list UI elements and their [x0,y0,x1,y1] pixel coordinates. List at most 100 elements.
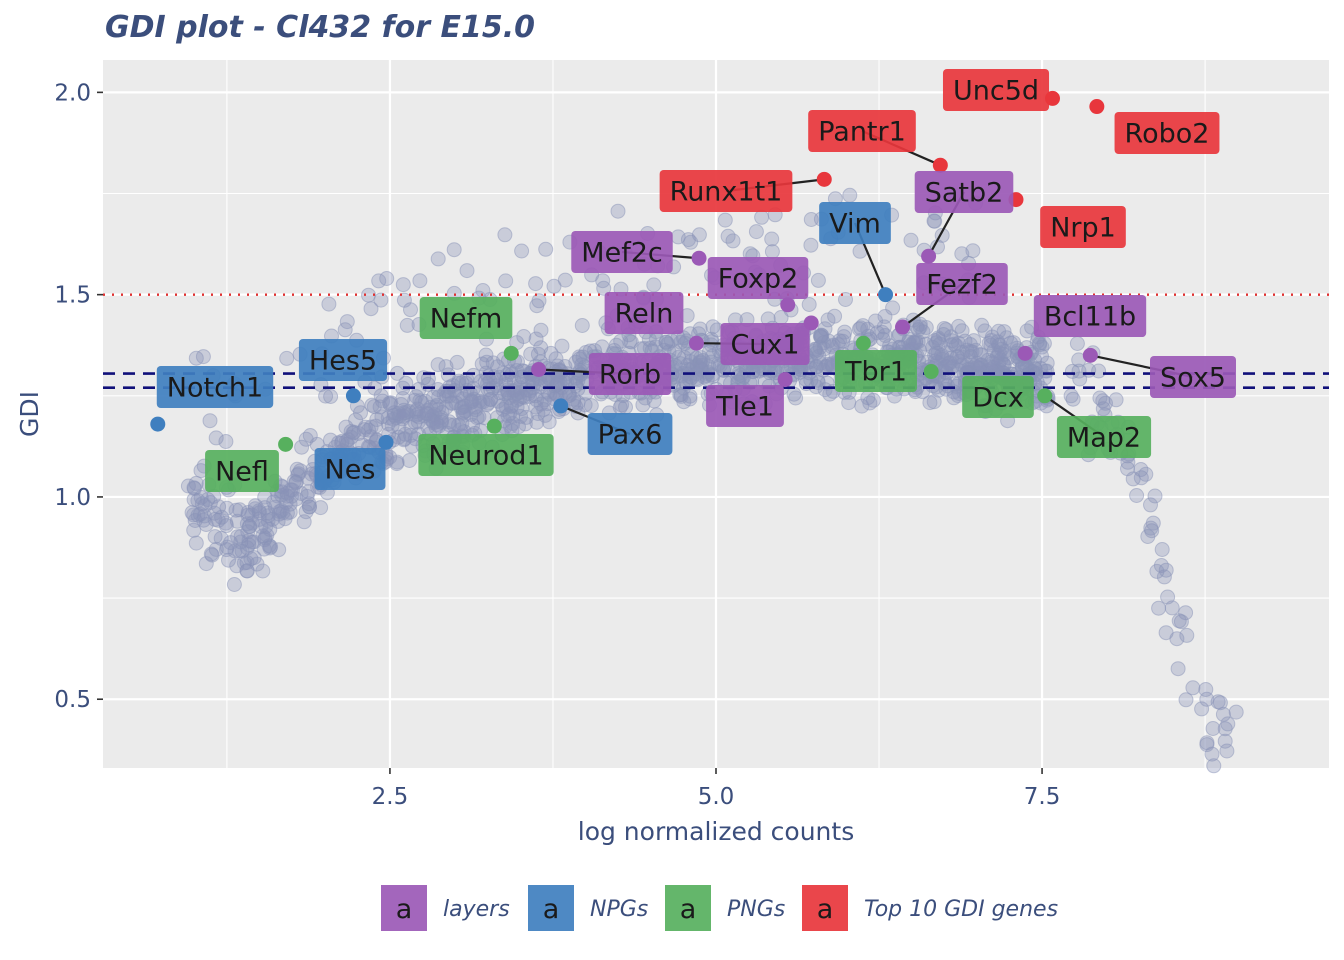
background-point [991,323,1007,339]
background-point [1138,466,1154,482]
gene-label: Bcl11b [1033,295,1147,337]
background-point [1069,336,1085,351]
background-point [363,301,379,317]
background-point [1160,589,1176,605]
background-point [1205,721,1221,736]
gene-point [780,297,796,313]
gene-label: Robo2 [1114,112,1220,154]
background-point [541,414,557,430]
legend-item: a NPGs [528,885,648,931]
background-point [366,399,382,415]
gene-point [278,436,294,452]
gene-label-text: Runx1t1 [670,177,783,208]
background-point [229,513,245,529]
background-point [997,343,1013,359]
background-point [969,355,985,371]
background-point [538,241,554,257]
legend-label: Top 10 GDI genes [864,897,1058,922]
gene-label-box [1114,112,1220,154]
background-point [379,271,395,286]
background-point [862,395,878,411]
background-point [646,277,662,293]
background-point [208,541,224,557]
background-point [528,331,544,347]
gene-point [1037,388,1053,404]
background-point [296,514,312,530]
background-point [962,337,978,352]
background-point [514,243,530,259]
gene-point [345,388,361,404]
background-point [1228,704,1244,720]
background-point [1171,613,1187,629]
gene-label-box [706,385,784,427]
background-point [803,237,819,253]
background-point [596,280,612,296]
background-point [289,461,305,477]
background-point [838,292,853,307]
background-point [318,388,334,404]
gene-label-box [1033,295,1147,337]
gene-label-box [314,448,386,490]
background-point [1169,631,1185,647]
background-point [691,227,707,243]
gene-label: Rorb [588,353,672,395]
background-point [399,317,415,333]
background-point [459,263,475,279]
legend-key [802,885,848,931]
gene-label-box [707,257,809,299]
background-point [1071,363,1087,379]
gene-label-box [1056,416,1152,458]
background-point [227,543,243,559]
gene-label-box [418,434,554,476]
background-point [228,502,244,518]
gene-label-box [720,323,810,365]
gene-label-text: Bcl11b [1044,302,1136,333]
gene-point [921,248,937,264]
gene-label: Foxp2 [707,257,809,299]
gene-label-box [914,171,1014,213]
gene-label-box [808,110,916,152]
background-point [1145,515,1161,531]
gene-label-box [587,413,673,455]
gene-point [855,335,871,351]
background-point [1217,733,1233,749]
gene-label: Neurod1 [418,434,554,476]
gene-point [923,364,939,380]
background-point [395,277,411,293]
background-point [188,350,204,366]
gene-label-box [156,366,274,408]
gene-label-box [205,450,279,492]
background-point [369,412,385,427]
gene-label-text: Fezf2 [926,270,998,301]
background-point [252,505,267,521]
gene-label: Mef2c [571,231,673,273]
background-point [321,296,337,312]
background-point [764,231,780,247]
background-point [232,502,248,518]
gene-label: Dcx [962,376,1034,418]
background-point [832,333,847,349]
gene-point [486,418,502,434]
legend-label: layers [443,897,510,922]
x-tick-label: 2.5 [372,784,409,810]
gene-point [150,416,166,432]
gene-point [378,434,394,450]
background-point [1125,471,1141,487]
background-point [936,327,951,342]
gene-label-text: Nes [325,455,376,486]
background-point [226,577,242,592]
background-point [436,386,452,402]
background-point [968,342,984,358]
gene-point [503,345,519,361]
background-point [428,399,444,415]
background-point [430,251,446,267]
background-point [412,393,428,409]
background-point [676,350,692,365]
background-point [810,272,826,288]
gene-label: Sox5 [1150,356,1236,398]
background-point [554,338,570,354]
gene-label: Cux1 [720,323,810,365]
background-point [1178,692,1194,708]
background-point [313,500,329,516]
background-point [337,322,353,338]
